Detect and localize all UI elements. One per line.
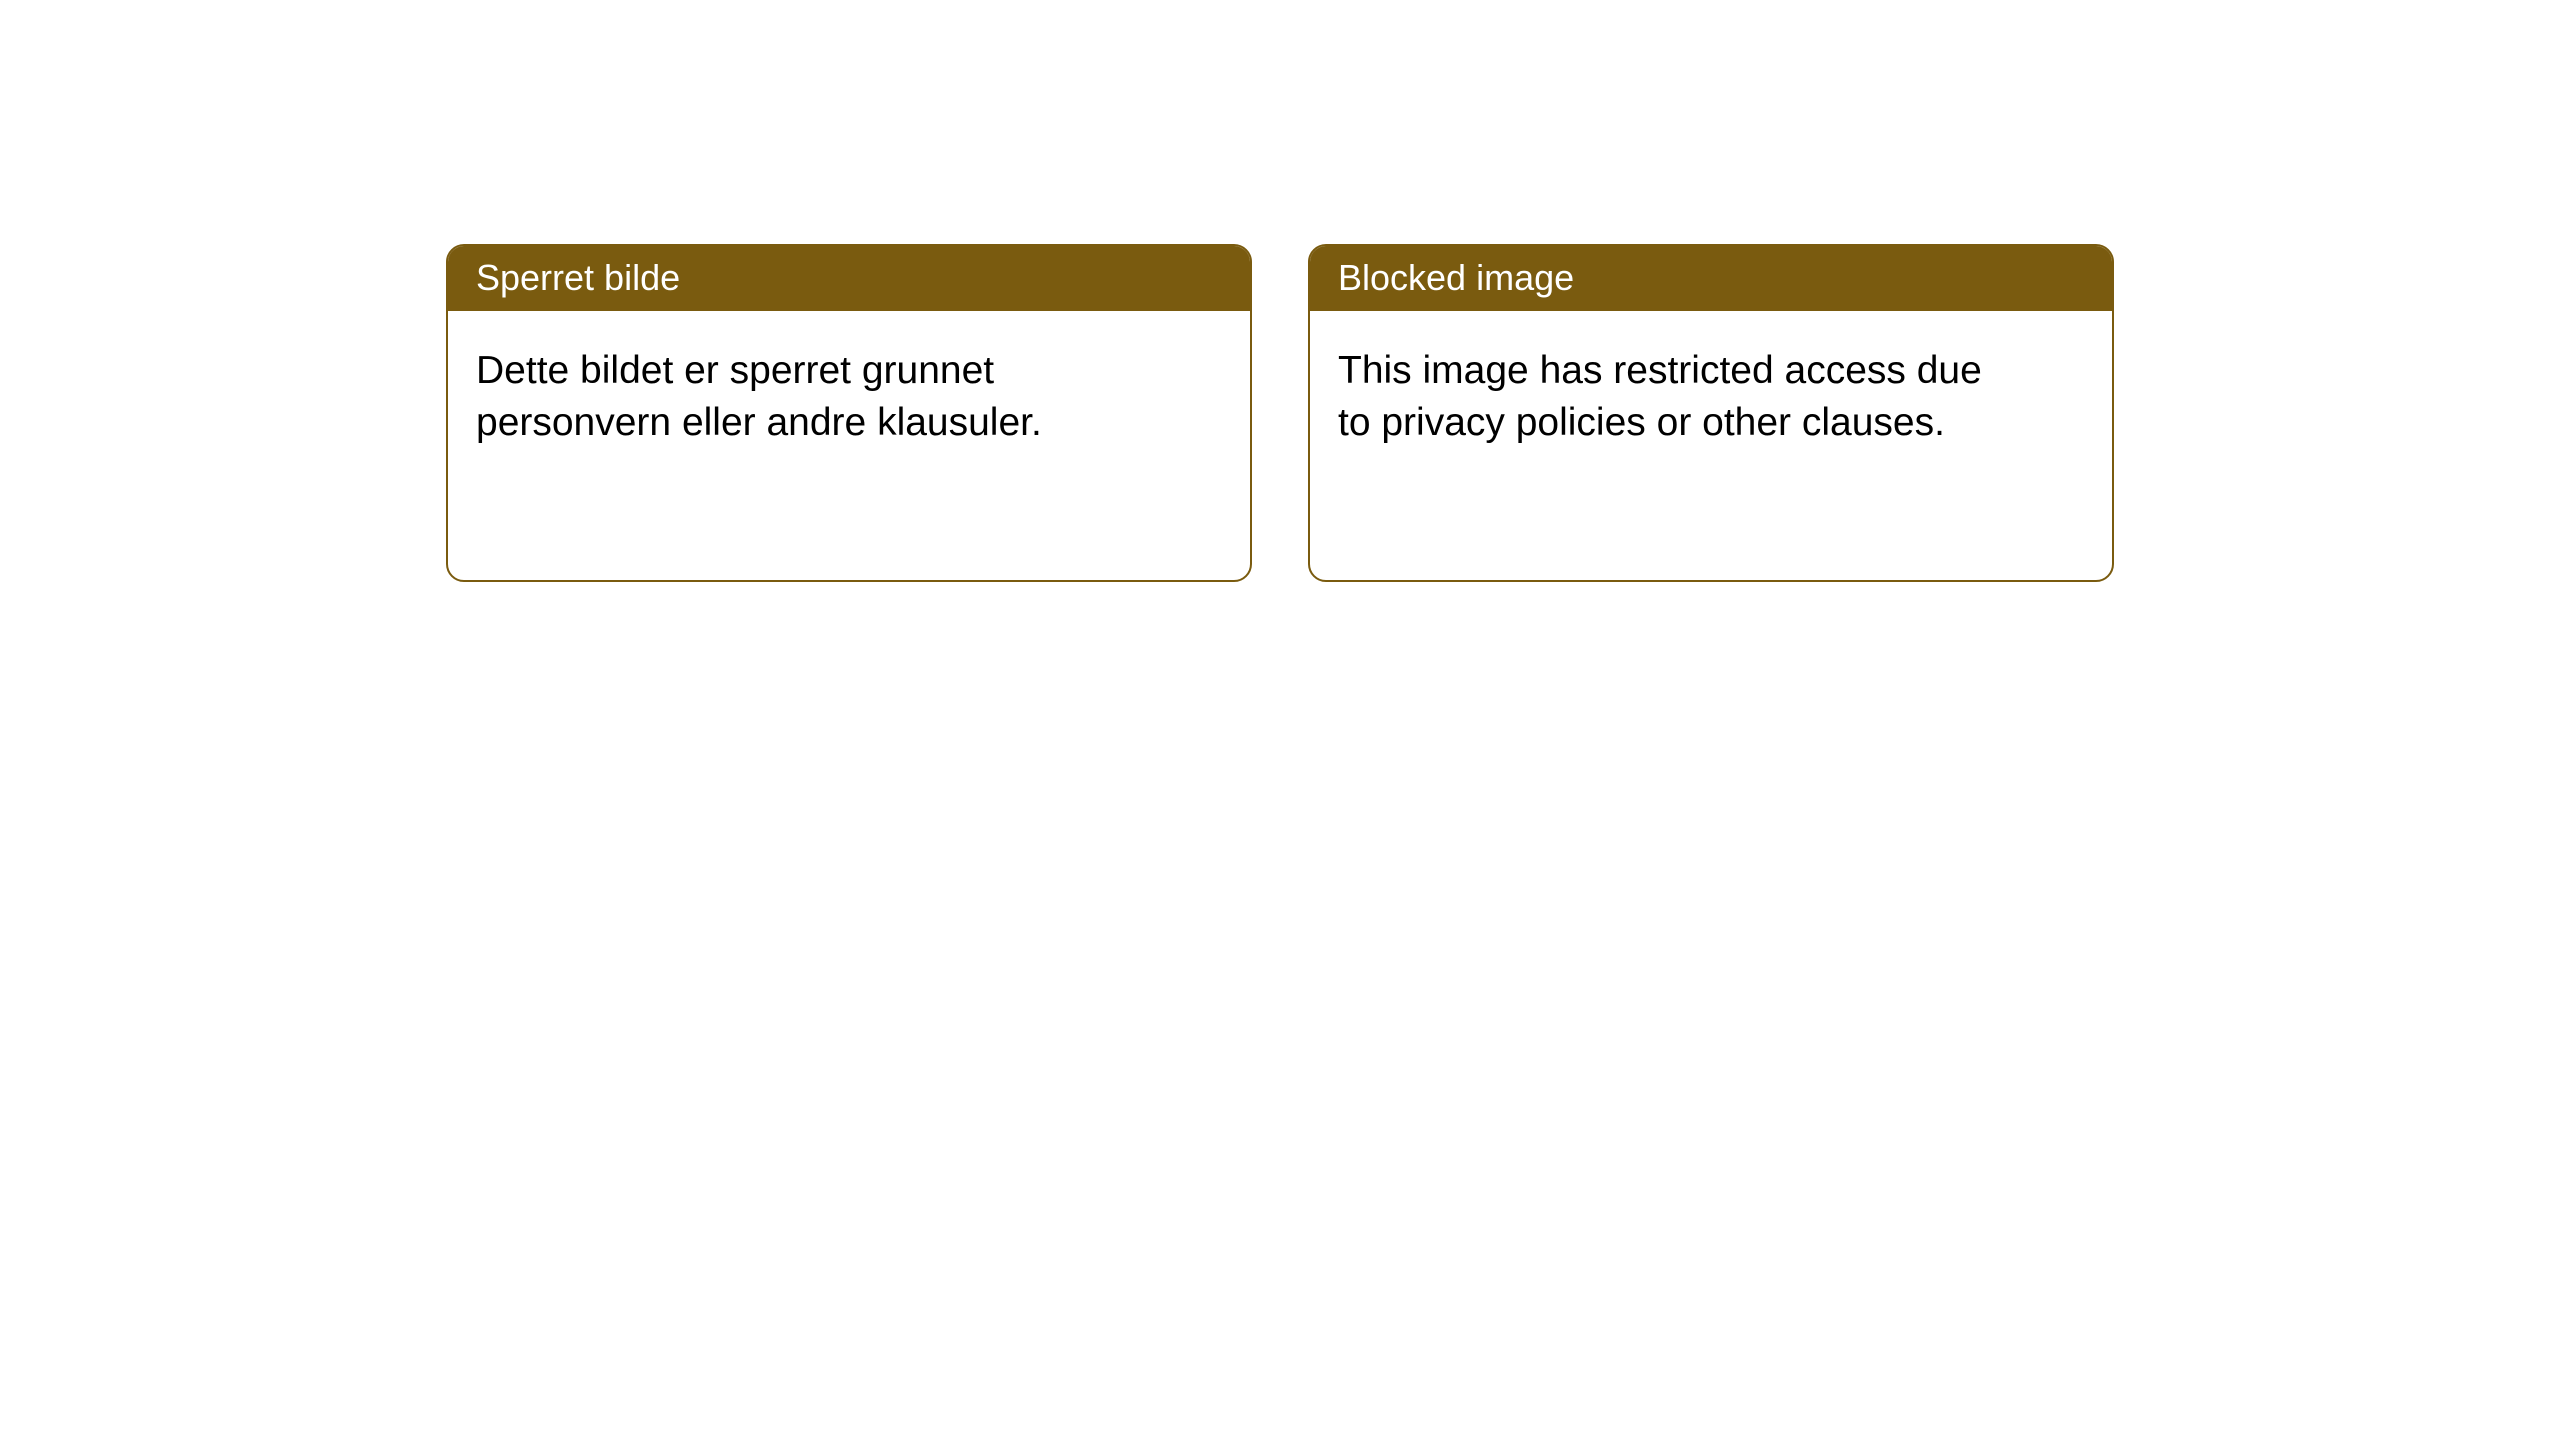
- notice-card-no: Sperret bilde Dette bildet er sperret gr…: [446, 244, 1252, 582]
- notice-card-body-no: Dette bildet er sperret grunnet personve…: [448, 311, 1168, 482]
- notice-card-body-en: This image has restricted access due to …: [1310, 311, 2030, 482]
- notice-card-title-no: Sperret bilde: [448, 246, 1250, 311]
- notice-card-title-en: Blocked image: [1310, 246, 2112, 311]
- notice-card-en: Blocked image This image has restricted …: [1308, 244, 2114, 582]
- notice-container: Sperret bilde Dette bildet er sperret gr…: [0, 0, 2560, 582]
